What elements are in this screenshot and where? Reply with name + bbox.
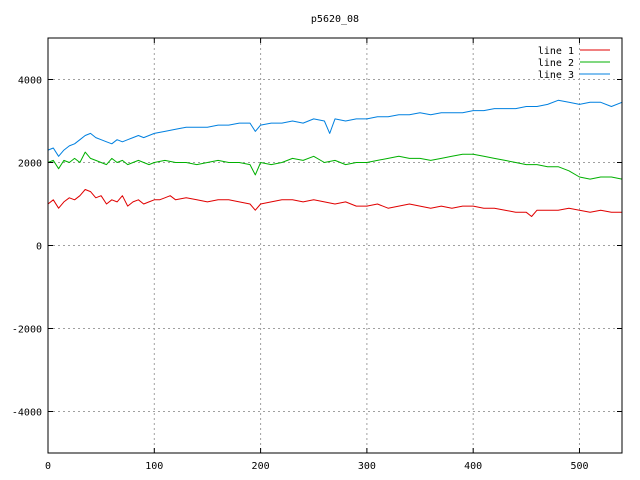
x-tick-label: 0 [45, 461, 51, 472]
series-layer [47, 99, 623, 217]
x-tick-label: 500 [570, 461, 588, 472]
legend-label-3: line 3 [538, 70, 574, 81]
y-tick-label: -2000 [12, 325, 42, 336]
y-tick-label: 0 [36, 242, 42, 253]
y-tick-label: -4000 [12, 408, 42, 419]
legend-label-2: line 2 [538, 58, 574, 69]
x-tick-label: 100 [145, 461, 163, 472]
series-line-3 [47, 99, 623, 157]
y-tick-label: 4000 [18, 76, 42, 87]
x-tick-label: 300 [358, 461, 376, 472]
x-tick-label: 200 [252, 461, 270, 472]
y-tick-label: 2000 [18, 159, 42, 170]
legend-label-1: line 1 [538, 46, 574, 57]
chart-title: p5620_08 [311, 14, 359, 25]
axis-ticks: 0 100 200 300 400 500 -4000 -2000 0 2000 4000 [12, 38, 622, 472]
grid [48, 38, 622, 453]
series-line-1 [47, 189, 622, 217]
x-tick-label: 400 [464, 461, 482, 472]
series-line-2 [47, 151, 623, 180]
